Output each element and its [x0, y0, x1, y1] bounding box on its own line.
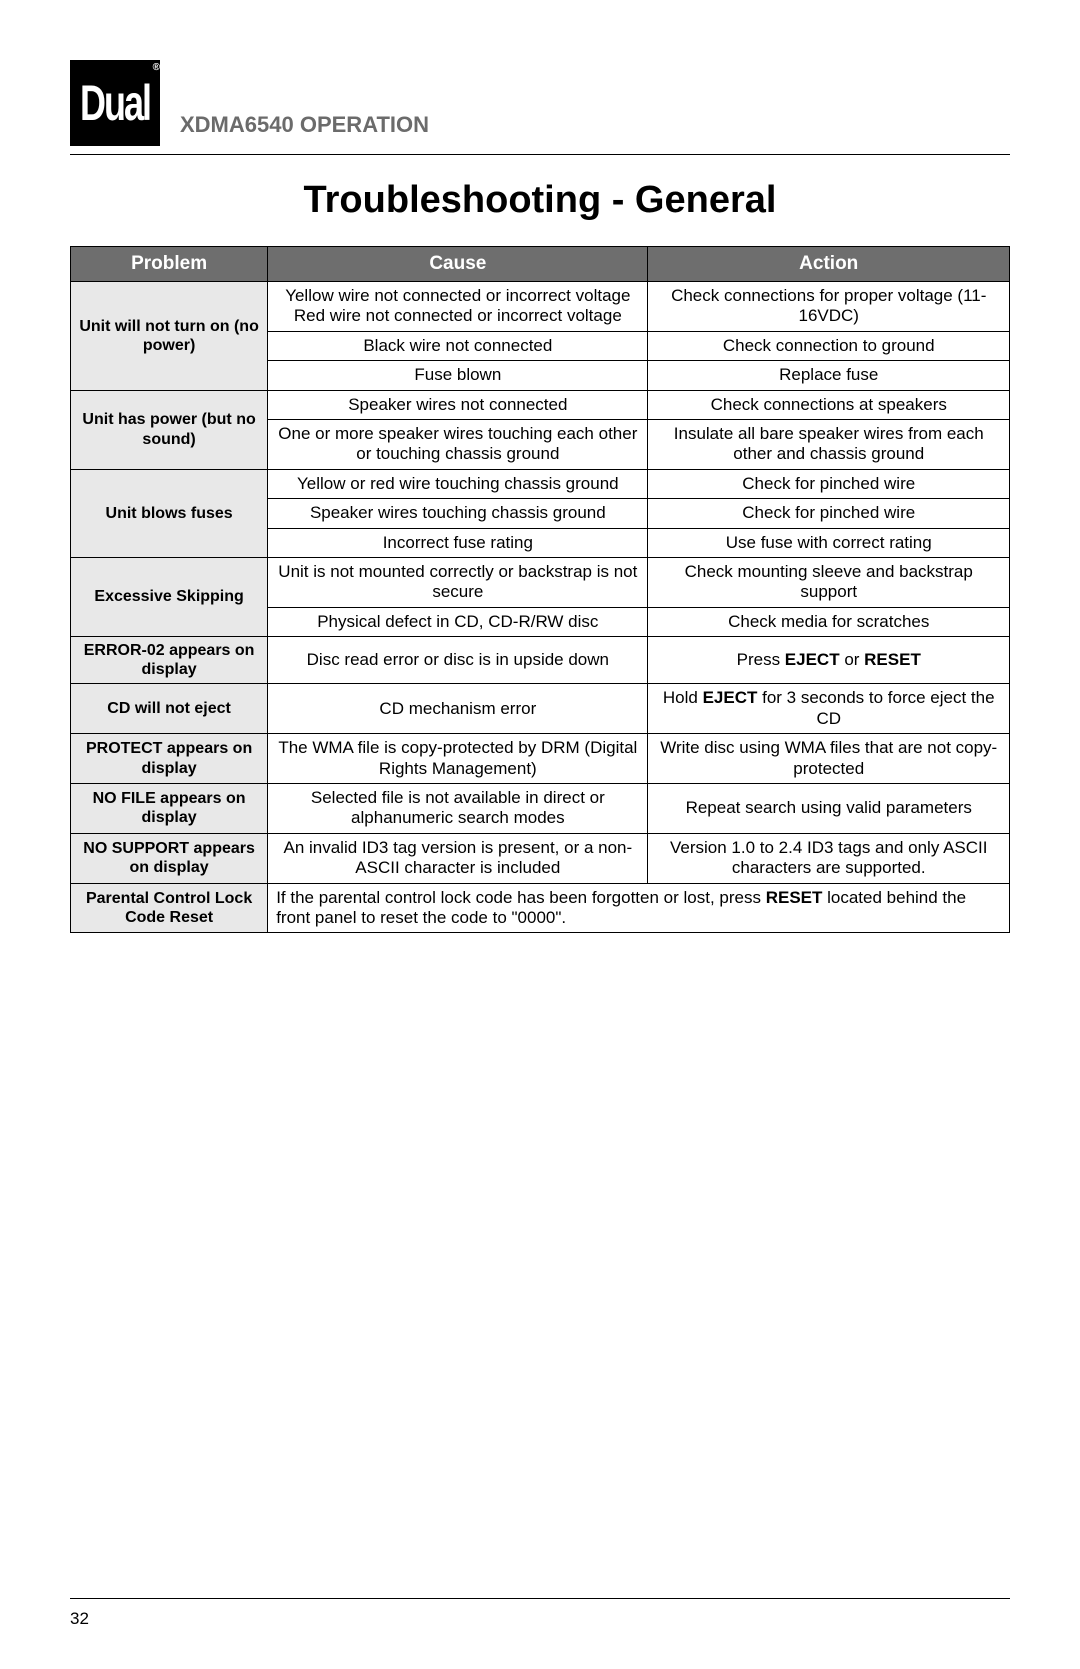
action-cell: Check connections for proper voltage (11… — [648, 282, 1010, 332]
page-title: Troubleshooting - General — [70, 179, 1010, 222]
table-row: Excessive SkippingUnit is not mounted co… — [71, 557, 1010, 607]
problem-cell: NO FILE appears on display — [71, 784, 268, 834]
action-cell: Check connection to ground — [648, 331, 1010, 360]
cause-cell: One or more speaker wires touching each … — [268, 419, 648, 469]
troubleshooting-table: Problem Cause Action Unit will not turn … — [70, 246, 1010, 933]
page-header: Dual ® XDMA6540 OPERATION — [70, 60, 1010, 146]
registered-mark: ® — [153, 62, 158, 73]
problem-cell: Parental Control Lock Code Reset — [71, 883, 268, 933]
col-action: Action — [648, 247, 1010, 282]
action-cell: Hold EJECT for 3 seconds to force eject … — [648, 684, 1010, 734]
action-cell: Version 1.0 to 2.4 ID3 tags and only ASC… — [648, 833, 1010, 883]
cause-cell: Black wire not connected — [268, 331, 648, 360]
problem-cell: ERROR-02 appears on display — [71, 637, 268, 684]
cause-cell: Unit is not mounted correctly or backstr… — [268, 557, 648, 607]
header-rule — [70, 154, 1010, 155]
table-row: NO FILE appears on displaySelected file … — [71, 784, 1010, 834]
table-header-row: Problem Cause Action — [71, 247, 1010, 282]
table-row: Unit will not turn on (no power)Yellow w… — [71, 282, 1010, 332]
action-cell: Replace fuse — [648, 361, 1010, 390]
action-cell: Check mounting sleeve and backstrap supp… — [648, 557, 1010, 607]
model-title: XDMA6540 OPERATION — [180, 112, 429, 146]
table-row: NO SUPPORT appears on displayAn invalid … — [71, 833, 1010, 883]
cause-cell: Yellow or red wire touching chassis grou… — [268, 469, 648, 498]
problem-cell: Excessive Skipping — [71, 557, 268, 636]
action-cell: Check for pinched wire — [648, 469, 1010, 498]
action-cell: Check media for scratches — [648, 607, 1010, 636]
table-row: Unit has power (but no sound)Speaker wir… — [71, 390, 1010, 419]
problem-cell: Unit blows fuses — [71, 469, 268, 557]
table-row: CD will not ejectCD mechanism errorHold … — [71, 684, 1010, 734]
table-row: Unit blows fusesYellow or red wire touch… — [71, 469, 1010, 498]
action-cell: Use fuse with correct rating — [648, 528, 1010, 557]
brand-logo-text: Dual — [80, 74, 150, 133]
table-body: Unit will not turn on (no power)Yellow w… — [71, 282, 1010, 933]
problem-cell: Unit has power (but no sound) — [71, 390, 268, 469]
brand-logo: Dual ® — [70, 60, 160, 146]
table-row: PROTECT appears on displayThe WMA file i… — [71, 734, 1010, 784]
model-number: XDMA6540 — [180, 112, 294, 137]
cause-cell: Speaker wires touching chassis ground — [268, 499, 648, 528]
cause-cell: An invalid ID3 tag version is present, o… — [268, 833, 648, 883]
operation-label: OPERATION — [300, 112, 429, 137]
problem-cell: NO SUPPORT appears on display — [71, 833, 268, 883]
cause-cell: Yellow wire not connected or incorrect v… — [268, 282, 648, 332]
problem-cell: CD will not eject — [71, 684, 268, 734]
table-row: ERROR-02 appears on displayDisc read err… — [71, 637, 1010, 684]
cause-cell: The WMA file is copy-protected by DRM (D… — [268, 734, 648, 784]
action-cell: Repeat search using valid parameters — [648, 784, 1010, 834]
action-cell: Check connections at speakers — [648, 390, 1010, 419]
table-row: Parental Control Lock Code ResetIf the p… — [71, 883, 1010, 933]
cause-cell: Disc read error or disc is in upside dow… — [268, 637, 648, 684]
problem-cell: PROTECT appears on display — [71, 734, 268, 784]
cause-cell: Physical defect in CD, CD-R/RW disc — [268, 607, 648, 636]
cause-cell: Fuse blown — [268, 361, 648, 390]
cause-cell: CD mechanism error — [268, 684, 648, 734]
action-cell: Write disc using WMA files that are not … — [648, 734, 1010, 784]
col-cause: Cause — [268, 247, 648, 282]
cause-cell: Selected file is not available in direct… — [268, 784, 648, 834]
merged-cell: If the parental control lock code has be… — [268, 883, 1010, 933]
action-cell: Insulate all bare speaker wires from eac… — [648, 419, 1010, 469]
page-number: 32 — [70, 1609, 89, 1629]
col-problem: Problem — [71, 247, 268, 282]
footer-rule — [70, 1598, 1010, 1599]
action-cell: Press EJECT or RESET — [648, 637, 1010, 684]
cause-cell: Incorrect fuse rating — [268, 528, 648, 557]
action-cell: Check for pinched wire — [648, 499, 1010, 528]
problem-cell: Unit will not turn on (no power) — [71, 282, 268, 391]
cause-cell: Speaker wires not connected — [268, 390, 648, 419]
manual-page: Dual ® XDMA6540 OPERATION Troubleshootin… — [0, 0, 1080, 1669]
